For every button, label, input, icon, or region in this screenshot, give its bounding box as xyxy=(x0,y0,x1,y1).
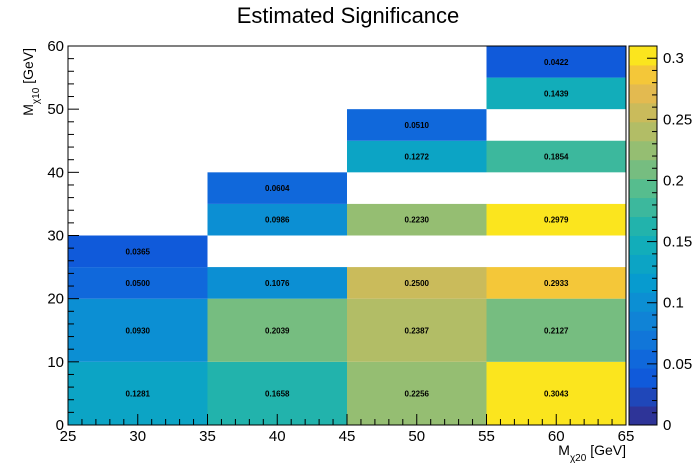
colorbar-swatch xyxy=(629,368,657,388)
x-tick-label: 60 xyxy=(548,428,565,445)
heatmap-cell xyxy=(486,46,626,78)
heatmap-cell xyxy=(68,267,208,299)
x-tick-label: 50 xyxy=(408,428,425,445)
colorbar-tick-label: 0.1 xyxy=(663,295,684,312)
heatmap-cell-label: 0.0422 xyxy=(544,58,569,67)
heatmap-cell xyxy=(486,298,626,362)
heatmap-cell xyxy=(486,140,626,173)
heatmap-cell-labels: 0.1281 0.0930 0.0500 0.0365 0.1658 0.2039 0.10… xyxy=(126,58,570,399)
x-tick-label: 65 xyxy=(618,428,635,445)
colorbar-swatch xyxy=(629,121,657,142)
heatmap-cell xyxy=(207,203,347,236)
colorbar-swatch xyxy=(629,330,657,350)
heatmap-cell-label: 0.1854 xyxy=(544,153,569,162)
heatmap-cell-label: 0.0510 xyxy=(405,121,430,130)
heatmap-cell xyxy=(486,77,626,110)
colorbar-swatch xyxy=(629,83,657,104)
x-tick-label: 55 xyxy=(478,428,495,445)
y-axis-title: Mχ10 [GeV] xyxy=(20,48,42,116)
colorbar-swatch xyxy=(629,64,657,85)
heatmap-cell-label: 0.2500 xyxy=(405,279,430,288)
y-tick-label: 40 xyxy=(47,164,64,181)
colorbar-swatch xyxy=(629,178,657,199)
colorbar-swatch xyxy=(629,159,657,180)
heatmap-cell-label: 0.0604 xyxy=(265,184,290,193)
colorbar-tick-label: 0.15 xyxy=(663,234,692,251)
colorbar-frame xyxy=(628,45,658,426)
heatmap-cell-label: 0.0365 xyxy=(126,247,151,256)
colorbar-swatch xyxy=(629,140,657,161)
colorbar-swatch xyxy=(629,46,657,66)
y-tick-label: 30 xyxy=(47,228,64,245)
x-tick-label: 45 xyxy=(339,428,356,445)
colorbar-tick-label: 0.25 xyxy=(663,111,692,128)
colorbar-swatch xyxy=(629,235,657,255)
heatmap-cell-label: 0.2256 xyxy=(405,389,430,398)
x-axis-title-unit: [GeV] xyxy=(586,442,626,458)
colorbar-tick-label: 0 xyxy=(663,417,671,434)
heatmap-cell-label: 0.2127 xyxy=(544,326,569,335)
heatmap-cell xyxy=(68,298,208,362)
heatmap-cell-label: 0.2039 xyxy=(265,326,290,335)
heatmap-cell xyxy=(207,267,347,299)
colorbar-swatch xyxy=(629,292,657,312)
heatmap-cell-label: 0.1281 xyxy=(126,389,151,398)
heatmap-cell xyxy=(486,203,626,236)
chart-title: Estimated Significance xyxy=(237,3,460,28)
colorbar-swatch xyxy=(629,387,657,407)
heatmap-cell xyxy=(486,267,626,299)
heatmap-cell-label: 0.0500 xyxy=(126,279,151,288)
heatmap-cell-label: 0.0986 xyxy=(265,216,290,225)
y-tick-label: 10 xyxy=(47,354,64,371)
axes: 25 30 35 40 45 50 55 60 65 0 10 20 30 40 50 60 xyxy=(47,38,634,445)
heatmap-cell-label: 0.0930 xyxy=(126,326,151,335)
y-tick-label: 60 xyxy=(47,38,64,55)
heatmap-cell-label: 0.1076 xyxy=(265,279,290,288)
y-axis-title-sub: χ10 xyxy=(31,87,42,104)
y-tick-label: 0 xyxy=(56,417,64,434)
heatmap-cells xyxy=(68,46,626,425)
x-axis-title-sub: χ20 xyxy=(570,453,587,464)
colorbar-swatch xyxy=(629,102,657,123)
y-axis-title-unit: [GeV] xyxy=(20,48,36,88)
colorbar: 0 0.05 0.1 0.15 0.2 0.25 0.3 xyxy=(628,45,692,434)
colorbar-swatch xyxy=(629,406,657,426)
heatmap-cell xyxy=(68,235,208,268)
colorbar-swatch xyxy=(629,197,657,218)
heatmap-cell xyxy=(347,203,487,236)
x-axis-title: Mχ20 [GeV] xyxy=(558,442,626,464)
heatmap-cell xyxy=(347,267,487,299)
heatmap-cell-label: 0.1272 xyxy=(405,153,430,162)
heatmap-cell-label: 0.2933 xyxy=(544,279,569,288)
colorbar-swatch xyxy=(629,216,657,236)
y-tick-label: 50 xyxy=(47,101,64,118)
colorbar-swatch xyxy=(629,273,657,293)
colorbar-tick-label: 0.05 xyxy=(663,356,692,373)
heatmap-cell xyxy=(347,109,487,141)
x-axis-title-main: M xyxy=(558,442,570,458)
heatmap-cell xyxy=(207,298,347,362)
colorbar-swatch xyxy=(629,254,657,274)
colorbar-tick-label: 0.2 xyxy=(663,172,684,189)
y-axis-title-main: M xyxy=(20,104,36,116)
heatmap-cell-label: 0.1658 xyxy=(265,389,290,398)
heatmap-cell-label: 0.1439 xyxy=(544,89,569,98)
x-tick-label: 35 xyxy=(199,428,216,445)
heatmap-cell xyxy=(207,172,347,204)
colorbar-swatch xyxy=(629,311,657,331)
y-tick-label: 20 xyxy=(47,291,64,308)
colorbar-tick-label: 0.3 xyxy=(663,50,684,67)
x-tick-label: 40 xyxy=(269,428,286,445)
x-tick-label: 30 xyxy=(129,428,146,445)
heatmap-cell-label: 0.2979 xyxy=(544,216,569,225)
heatmap-cell-label: 0.2230 xyxy=(405,216,430,225)
heatmap-cell-label: 0.2387 xyxy=(405,326,430,335)
x-tick-label: 25 xyxy=(60,428,77,445)
heatmap-cell xyxy=(347,298,487,362)
heatmap-cell-label: 0.3043 xyxy=(544,389,569,398)
heatmap-cell xyxy=(347,140,487,173)
